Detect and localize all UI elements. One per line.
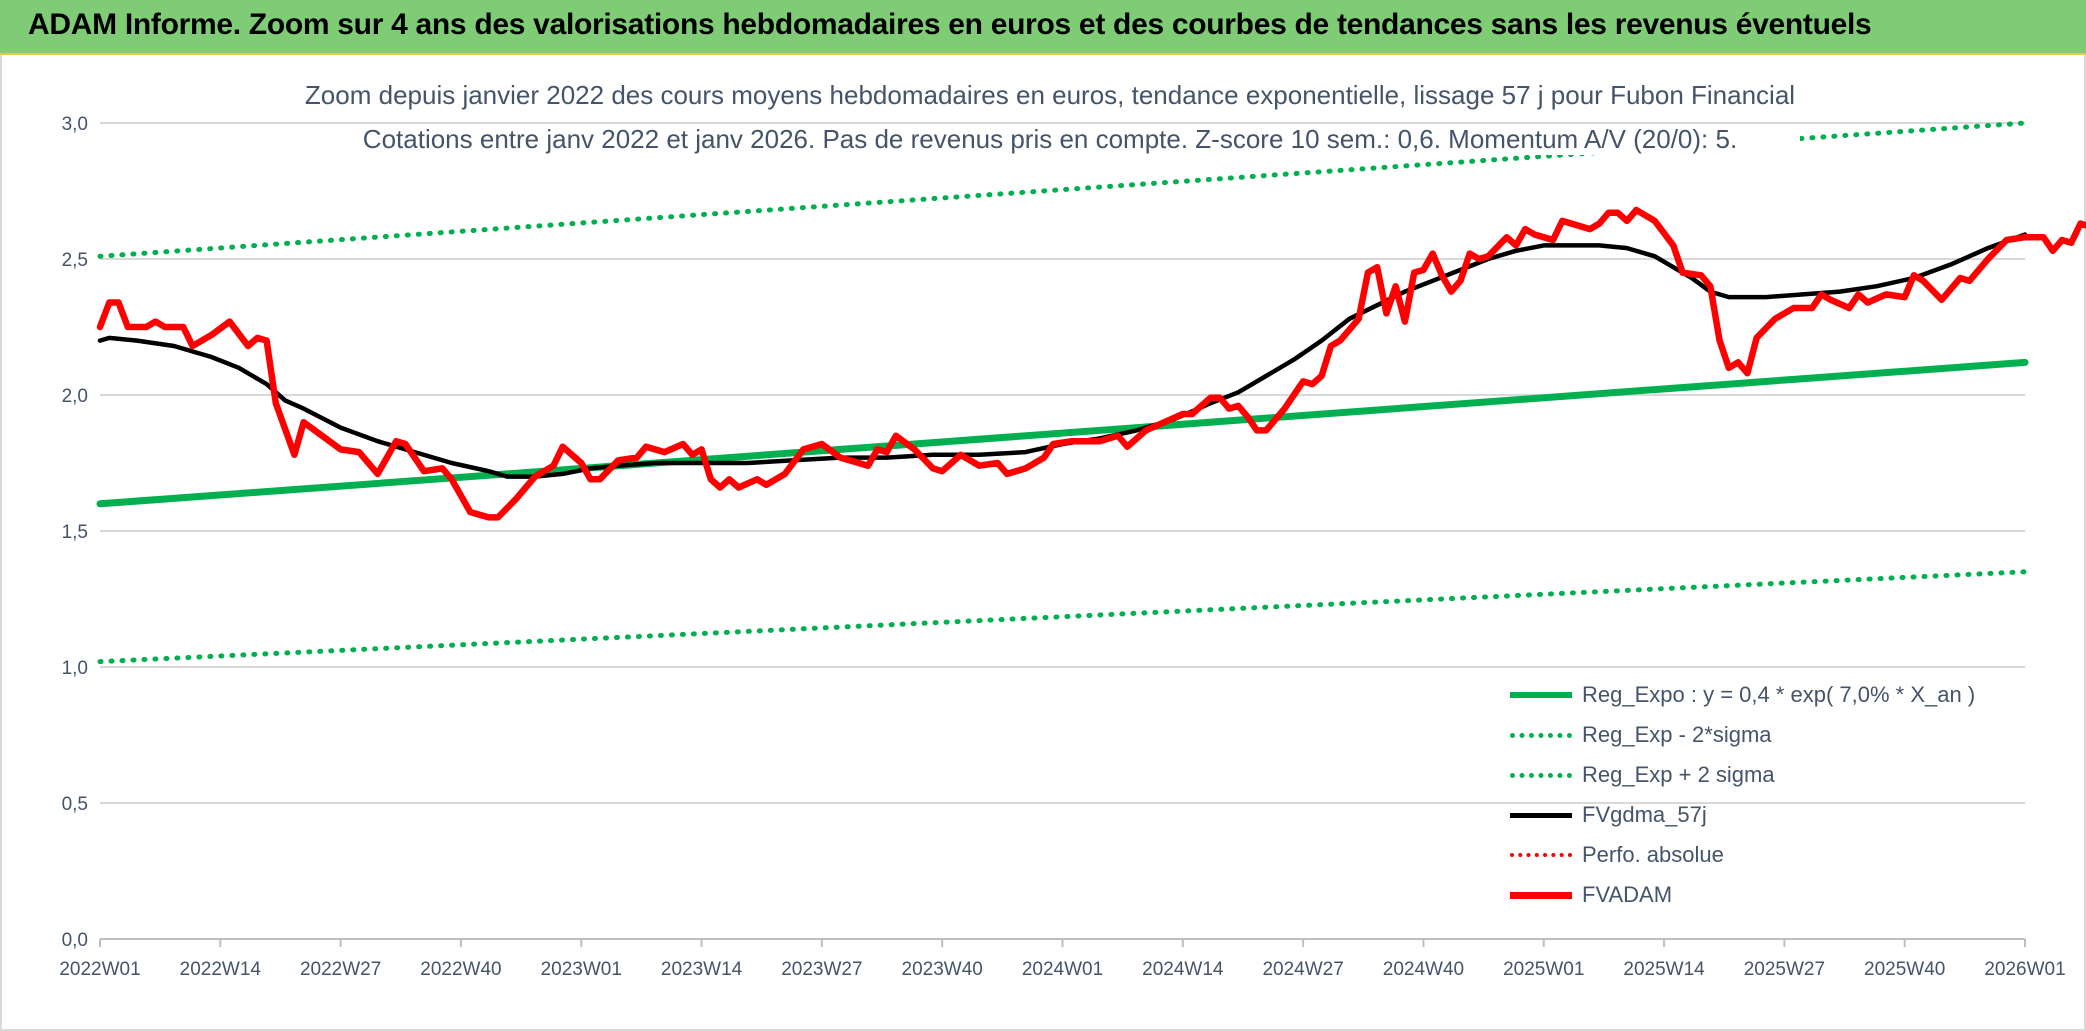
legend-item-perfo: Perfo. absolue <box>1510 835 2030 875</box>
legend-item-fvadam: FVADAM <box>1510 875 2030 915</box>
y-tick-label: 0,5 <box>62 794 88 815</box>
chart-title-line-1: Zoom depuis janvier 2022 des cours moyen… <box>300 80 1800 111</box>
x-tick-label: 2023W14 <box>661 959 743 980</box>
reg-expo-line <box>96 358 2029 508</box>
x-tick-label: 2024W40 <box>1383 959 1464 980</box>
report-title: ADAM Informe. Zoom sur 4 ans des valoris… <box>28 8 1872 41</box>
x-tick-label: 2025W27 <box>1744 959 1825 980</box>
y-tick-label: 2,0 <box>62 386 88 407</box>
x-tick-label: 2022W27 <box>300 959 381 980</box>
x-tick-label: 2022W40 <box>420 959 501 980</box>
x-tick-label: 2025W40 <box>1864 959 1945 980</box>
x-tick-label: 2022W01 <box>59 959 140 980</box>
y-tick-label: 0,0 <box>62 930 88 951</box>
x-tick-label: 2022W14 <box>180 959 262 980</box>
x-tick-label: 2023W40 <box>902 959 983 980</box>
title-banner: ADAM Informe. Zoom sur 4 ans des valoris… <box>0 0 2086 55</box>
y-tick-label: 1,0 <box>62 658 88 679</box>
grid-layer <box>100 122 2025 940</box>
chart-title-line-2: Cotations entre janv 2022 et janv 2026. … <box>300 124 1800 155</box>
legend-item-reg-exp-plus: Reg_Exp + 2 sigma <box>1510 755 2030 795</box>
x-tick-label: 2023W27 <box>781 959 862 980</box>
legend-label-reg-expo: Reg_Expo : y = 0,4 * exp( 7,0% * X_an ) <box>1582 682 1976 707</box>
reg-exp-minus-line <box>97 569 2028 665</box>
legend-swatch-reg-exp-plus <box>1510 772 1572 778</box>
chart-legend: Reg_Expo : y = 0,4 * exp( 7,0% * X_an ) … <box>1510 675 2030 915</box>
x-tick-label: 2024W14 <box>1142 959 1224 980</box>
x-tick-label: 2024W27 <box>1262 959 1343 980</box>
legend-item-reg-expo: Reg_Expo : y = 0,4 * exp( 7,0% * X_an ) <box>1510 675 2030 715</box>
legend-label-fvgdma: FVgdma_57j <box>1582 802 1707 827</box>
y-tick-label: 3,0 <box>62 114 88 135</box>
fvgdma-line <box>97 232 2028 479</box>
legend-swatch-fvadam <box>1510 891 1572 899</box>
x-tick-label: 2024W01 <box>1022 959 1103 980</box>
legend-label-reg-exp-plus: Reg_Exp + 2 sigma <box>1582 762 1775 787</box>
y-tick-label: 2,5 <box>62 250 88 271</box>
x-tick-label: 2025W14 <box>1623 959 1705 980</box>
x-tick-label: 2023W01 <box>541 959 622 980</box>
legend-swatch-reg-exp-minus <box>1510 732 1572 738</box>
legend-swatch-reg-expo <box>1510 692 1572 698</box>
legend-item-fvgdma: FVgdma_57j <box>1510 795 2030 835</box>
x-tick-label: 2025W01 <box>1503 959 1584 980</box>
series-layer <box>96 120 2086 665</box>
legend-swatch-perfo <box>1510 853 1572 857</box>
legend-label-reg-exp-minus: Reg_Exp - 2*sigma <box>1582 722 1772 747</box>
fvadam-line <box>96 206 2086 521</box>
axis-layer: 0,0 0,5 1,0 1,5 2,0 2,5 3,0 2022W01 2022W14 2022W… <box>59 114 2065 980</box>
legend-swatch-fvgdma <box>1510 812 1572 818</box>
legend-label-perfo: Perfo. absolue <box>1582 842 1724 867</box>
y-tick-label: 1,5 <box>62 522 88 543</box>
legend-label-fvadam: FVADAM <box>1582 882 1673 907</box>
x-tick-label: 2026W01 <box>1984 959 2065 980</box>
legend-item-reg-exp-minus: Reg_Exp - 2*sigma <box>1510 715 2030 755</box>
